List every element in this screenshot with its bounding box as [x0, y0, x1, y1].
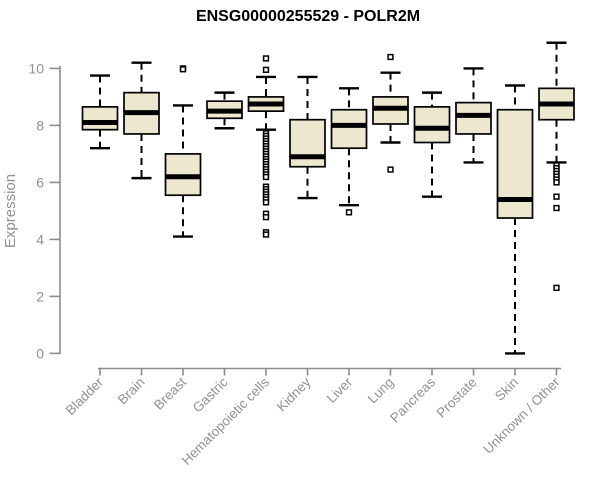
outlier-point: [345, 209, 353, 216]
x-tick-label-skin: Skin: [492, 375, 521, 404]
outlier-point: [553, 204, 560, 212]
outlier-point: [387, 53, 394, 61]
y-tick-label: 10: [28, 60, 44, 76]
outlier-point: [553, 284, 560, 292]
y-tick-label: 4: [36, 231, 44, 247]
outlier-point: [262, 66, 270, 73]
boxes-layer: [81, 41, 575, 355]
box-group-unknown-other: [538, 41, 575, 292]
outlier-point: [262, 55, 270, 62]
box-group-breast: [164, 65, 202, 238]
y-tick-label: 2: [36, 288, 44, 304]
y-tick-label: 0: [36, 345, 44, 361]
box-rect: [455, 101, 492, 135]
y-tick-label: 8: [36, 117, 44, 133]
outlier-point: [262, 199, 270, 206]
box-group-bladder: [81, 74, 119, 150]
outlier-point: [553, 193, 560, 200]
x-tick-label-bladder: Bladder: [63, 374, 107, 418]
x-tick-label-unknown-other: Unknown / Other: [480, 374, 563, 457]
box-group-brain: [123, 61, 160, 180]
box-group-skin: [496, 84, 534, 355]
x-tick-label-lung: Lung: [365, 375, 397, 407]
outlier-point: [262, 231, 270, 238]
x-tick-label-kidney: Kidney: [274, 374, 314, 414]
box-group-prostate: [455, 67, 492, 164]
box-rect: [81, 106, 119, 131]
x-tick-label-pancreas: Pancreas: [387, 374, 438, 425]
outlier-point: [387, 166, 394, 173]
x-tick-label-breast: Breast: [151, 374, 189, 412]
x-tick-label-brain: Brain: [115, 375, 148, 408]
y-tick-label: 6: [36, 174, 44, 190]
outlier-point: [262, 214, 270, 221]
x-tick-label-prostate: Prostate: [433, 375, 479, 421]
x-tick-label-liver: Liver: [324, 374, 356, 406]
box-rect: [330, 108, 368, 150]
box-group-lung: [372, 53, 409, 173]
chart-title: ENSG00000255529 - POLR2M: [196, 8, 420, 25]
box-rect: [289, 118, 326, 168]
box-group-kidney: [289, 75, 326, 200]
outlier-point: [262, 173, 270, 181]
outlier-point: [179, 66, 187, 73]
outlier-point: [553, 179, 560, 186]
box-group-liver: [330, 87, 368, 216]
box-rect: [413, 106, 451, 144]
y-axis-label: Expression: [2, 174, 19, 248]
box-group-gastric: [206, 91, 243, 130]
box-group-hematopoietic-cells: [247, 55, 285, 238]
box-group-pancreas: [413, 91, 451, 198]
x-tick-label-gastric: Gastric: [190, 374, 231, 415]
